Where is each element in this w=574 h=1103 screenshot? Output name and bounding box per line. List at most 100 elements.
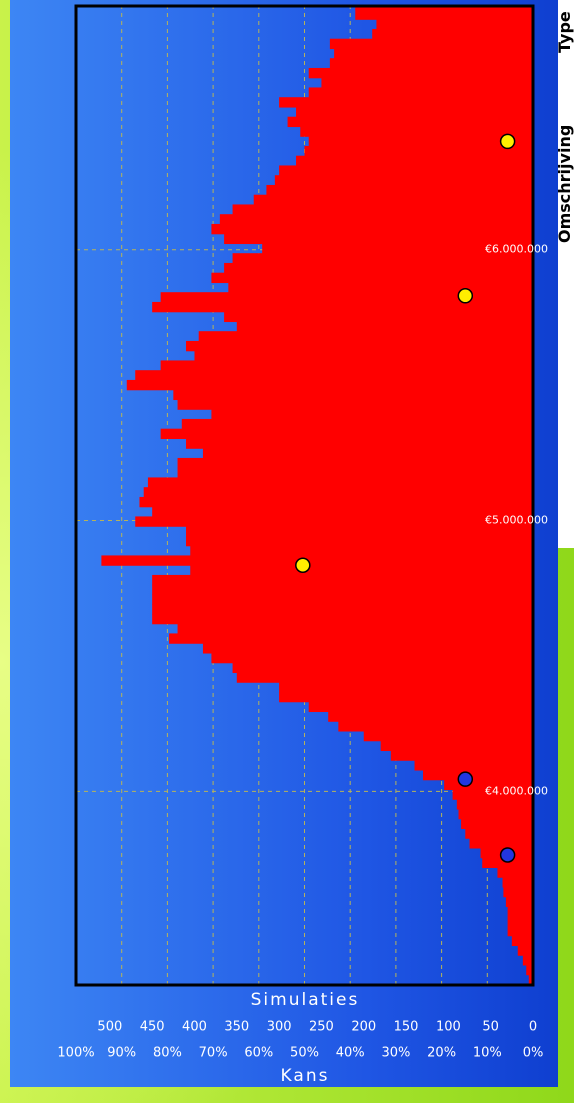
histogram-bar bbox=[160, 428, 533, 440]
histogram-bar bbox=[228, 282, 533, 293]
secondary-tick-label: 50% bbox=[290, 1046, 319, 1061]
histogram-bar bbox=[160, 360, 533, 371]
histogram-bar bbox=[363, 730, 534, 742]
histogram-bar bbox=[465, 828, 533, 839]
y-tick-label: 200 bbox=[351, 1020, 376, 1035]
histogram-bar bbox=[262, 243, 533, 254]
histogram-bar bbox=[152, 594, 534, 605]
histogram-bar bbox=[186, 340, 533, 352]
histogram-bar bbox=[456, 799, 534, 810]
secondary-tick-label: 0% bbox=[523, 1046, 544, 1061]
y-tick-label: 50 bbox=[482, 1020, 499, 1035]
histogram-bar bbox=[308, 87, 533, 98]
histogram-bar bbox=[211, 223, 533, 235]
y-tick-label: 0 bbox=[529, 1020, 537, 1035]
histogram-bar bbox=[152, 574, 534, 586]
histogram-bar bbox=[279, 165, 533, 176]
histogram-bar bbox=[452, 789, 533, 800]
histogram-bar bbox=[522, 955, 533, 966]
marker-layer bbox=[295, 133, 516, 863]
histogram-bar bbox=[198, 331, 534, 342]
table-header-strip: Omschrijving Type bbox=[558, 0, 574, 548]
histogram-bar bbox=[380, 740, 533, 752]
histogram-bar bbox=[461, 818, 534, 830]
histogram-bar bbox=[152, 301, 534, 313]
y-tick-label: 350 bbox=[224, 1020, 249, 1035]
histogram-bar bbox=[526, 964, 533, 976]
y-tick-label: 250 bbox=[309, 1020, 334, 1035]
histogram-bar bbox=[177, 457, 534, 469]
histogram-bar bbox=[224, 262, 534, 274]
histogram-bar bbox=[177, 467, 534, 479]
histogram-bar bbox=[507, 916, 534, 927]
histogram-bar bbox=[177, 399, 534, 410]
histogram-bar bbox=[308, 67, 533, 79]
y-tick-label: 100 bbox=[436, 1020, 461, 1035]
percentile-marker-blue bbox=[457, 771, 474, 787]
histogram-bar bbox=[517, 945, 533, 956]
histogram-bar bbox=[177, 623, 534, 635]
histogram-bar bbox=[202, 448, 533, 459]
secondary-tick-label: 60% bbox=[244, 1046, 273, 1061]
histogram-bar bbox=[186, 526, 533, 537]
x-tick-label: €6.000.000 bbox=[485, 243, 548, 256]
histogram-bar bbox=[296, 155, 534, 167]
histogram-bar bbox=[232, 204, 533, 215]
histogram-bar bbox=[194, 350, 533, 362]
histogram-bar bbox=[300, 126, 533, 137]
histogram-bar bbox=[135, 370, 533, 381]
secondary-tick-label: 30% bbox=[381, 1046, 410, 1061]
histogram-bar bbox=[219, 214, 534, 225]
histogram-bar bbox=[224, 311, 534, 323]
histogram-bar bbox=[190, 545, 533, 557]
histogram-bar bbox=[186, 438, 533, 449]
histogram-bar bbox=[296, 106, 534, 118]
histogram-bar bbox=[308, 136, 533, 147]
histogram-bar bbox=[505, 896, 533, 908]
secondary-tick-label: 100% bbox=[57, 1046, 94, 1061]
histogram-bar bbox=[482, 857, 534, 869]
column-header-description: Omschrijving bbox=[558, 125, 574, 243]
histogram-bar bbox=[211, 652, 533, 664]
percentile-marker-yellow bbox=[295, 557, 311, 573]
y-tick-label: 400 bbox=[182, 1020, 207, 1035]
histogram-bar bbox=[304, 145, 533, 157]
histogram-bar bbox=[279, 691, 533, 703]
y-tick-label: 300 bbox=[267, 1020, 292, 1035]
y-axis-title: Simulaties bbox=[251, 990, 360, 1010]
histogram-bar bbox=[458, 808, 534, 820]
x-tick-labels: €4.000.000 €5.000.000 €6.000.000 bbox=[485, 243, 548, 798]
histogram-bar bbox=[169, 633, 533, 644]
y-tick-labels: 0 50 100 150 200 250 300 350 400 450 500 bbox=[97, 1020, 537, 1035]
histogram-bar bbox=[152, 613, 534, 625]
histogram-bar bbox=[202, 643, 533, 654]
histogram-bar bbox=[507, 906, 534, 917]
histogram-bar bbox=[181, 418, 533, 430]
histogram-bar bbox=[328, 711, 533, 722]
secondary-tick-label: 80% bbox=[153, 1046, 182, 1061]
histogram-bar bbox=[147, 477, 533, 488]
histogram-bar bbox=[236, 672, 533, 683]
histogram-bar bbox=[321, 77, 534, 89]
histogram-bar bbox=[160, 292, 533, 303]
y-tick-label: 150 bbox=[394, 1020, 419, 1035]
percentile-marker-blue bbox=[499, 847, 516, 863]
histogram-bar bbox=[511, 935, 533, 947]
histogram-bar bbox=[152, 604, 534, 615]
histogram-bar bbox=[390, 750, 534, 761]
histogram-bar bbox=[236, 321, 533, 332]
histogram-bar bbox=[232, 662, 533, 674]
secondary-tick-label: 40% bbox=[336, 1046, 365, 1061]
histogram-bar bbox=[224, 233, 534, 245]
column-header-type: Type bbox=[558, 11, 574, 53]
histogram-bar bbox=[152, 506, 534, 518]
histogram-bar bbox=[469, 838, 533, 849]
histogram-bar bbox=[338, 721, 533, 732]
histogram-bar bbox=[372, 28, 533, 40]
bar-layer bbox=[101, 5, 534, 985]
secondary-tick-labels: 0% 10% 20% 30% 40% 50% 60% 70% 80% 90% 100% bbox=[57, 1046, 543, 1061]
x-tick-label: €5.000.000 bbox=[485, 514, 548, 527]
histogram-bar bbox=[502, 877, 533, 888]
histogram-bar bbox=[135, 516, 533, 527]
